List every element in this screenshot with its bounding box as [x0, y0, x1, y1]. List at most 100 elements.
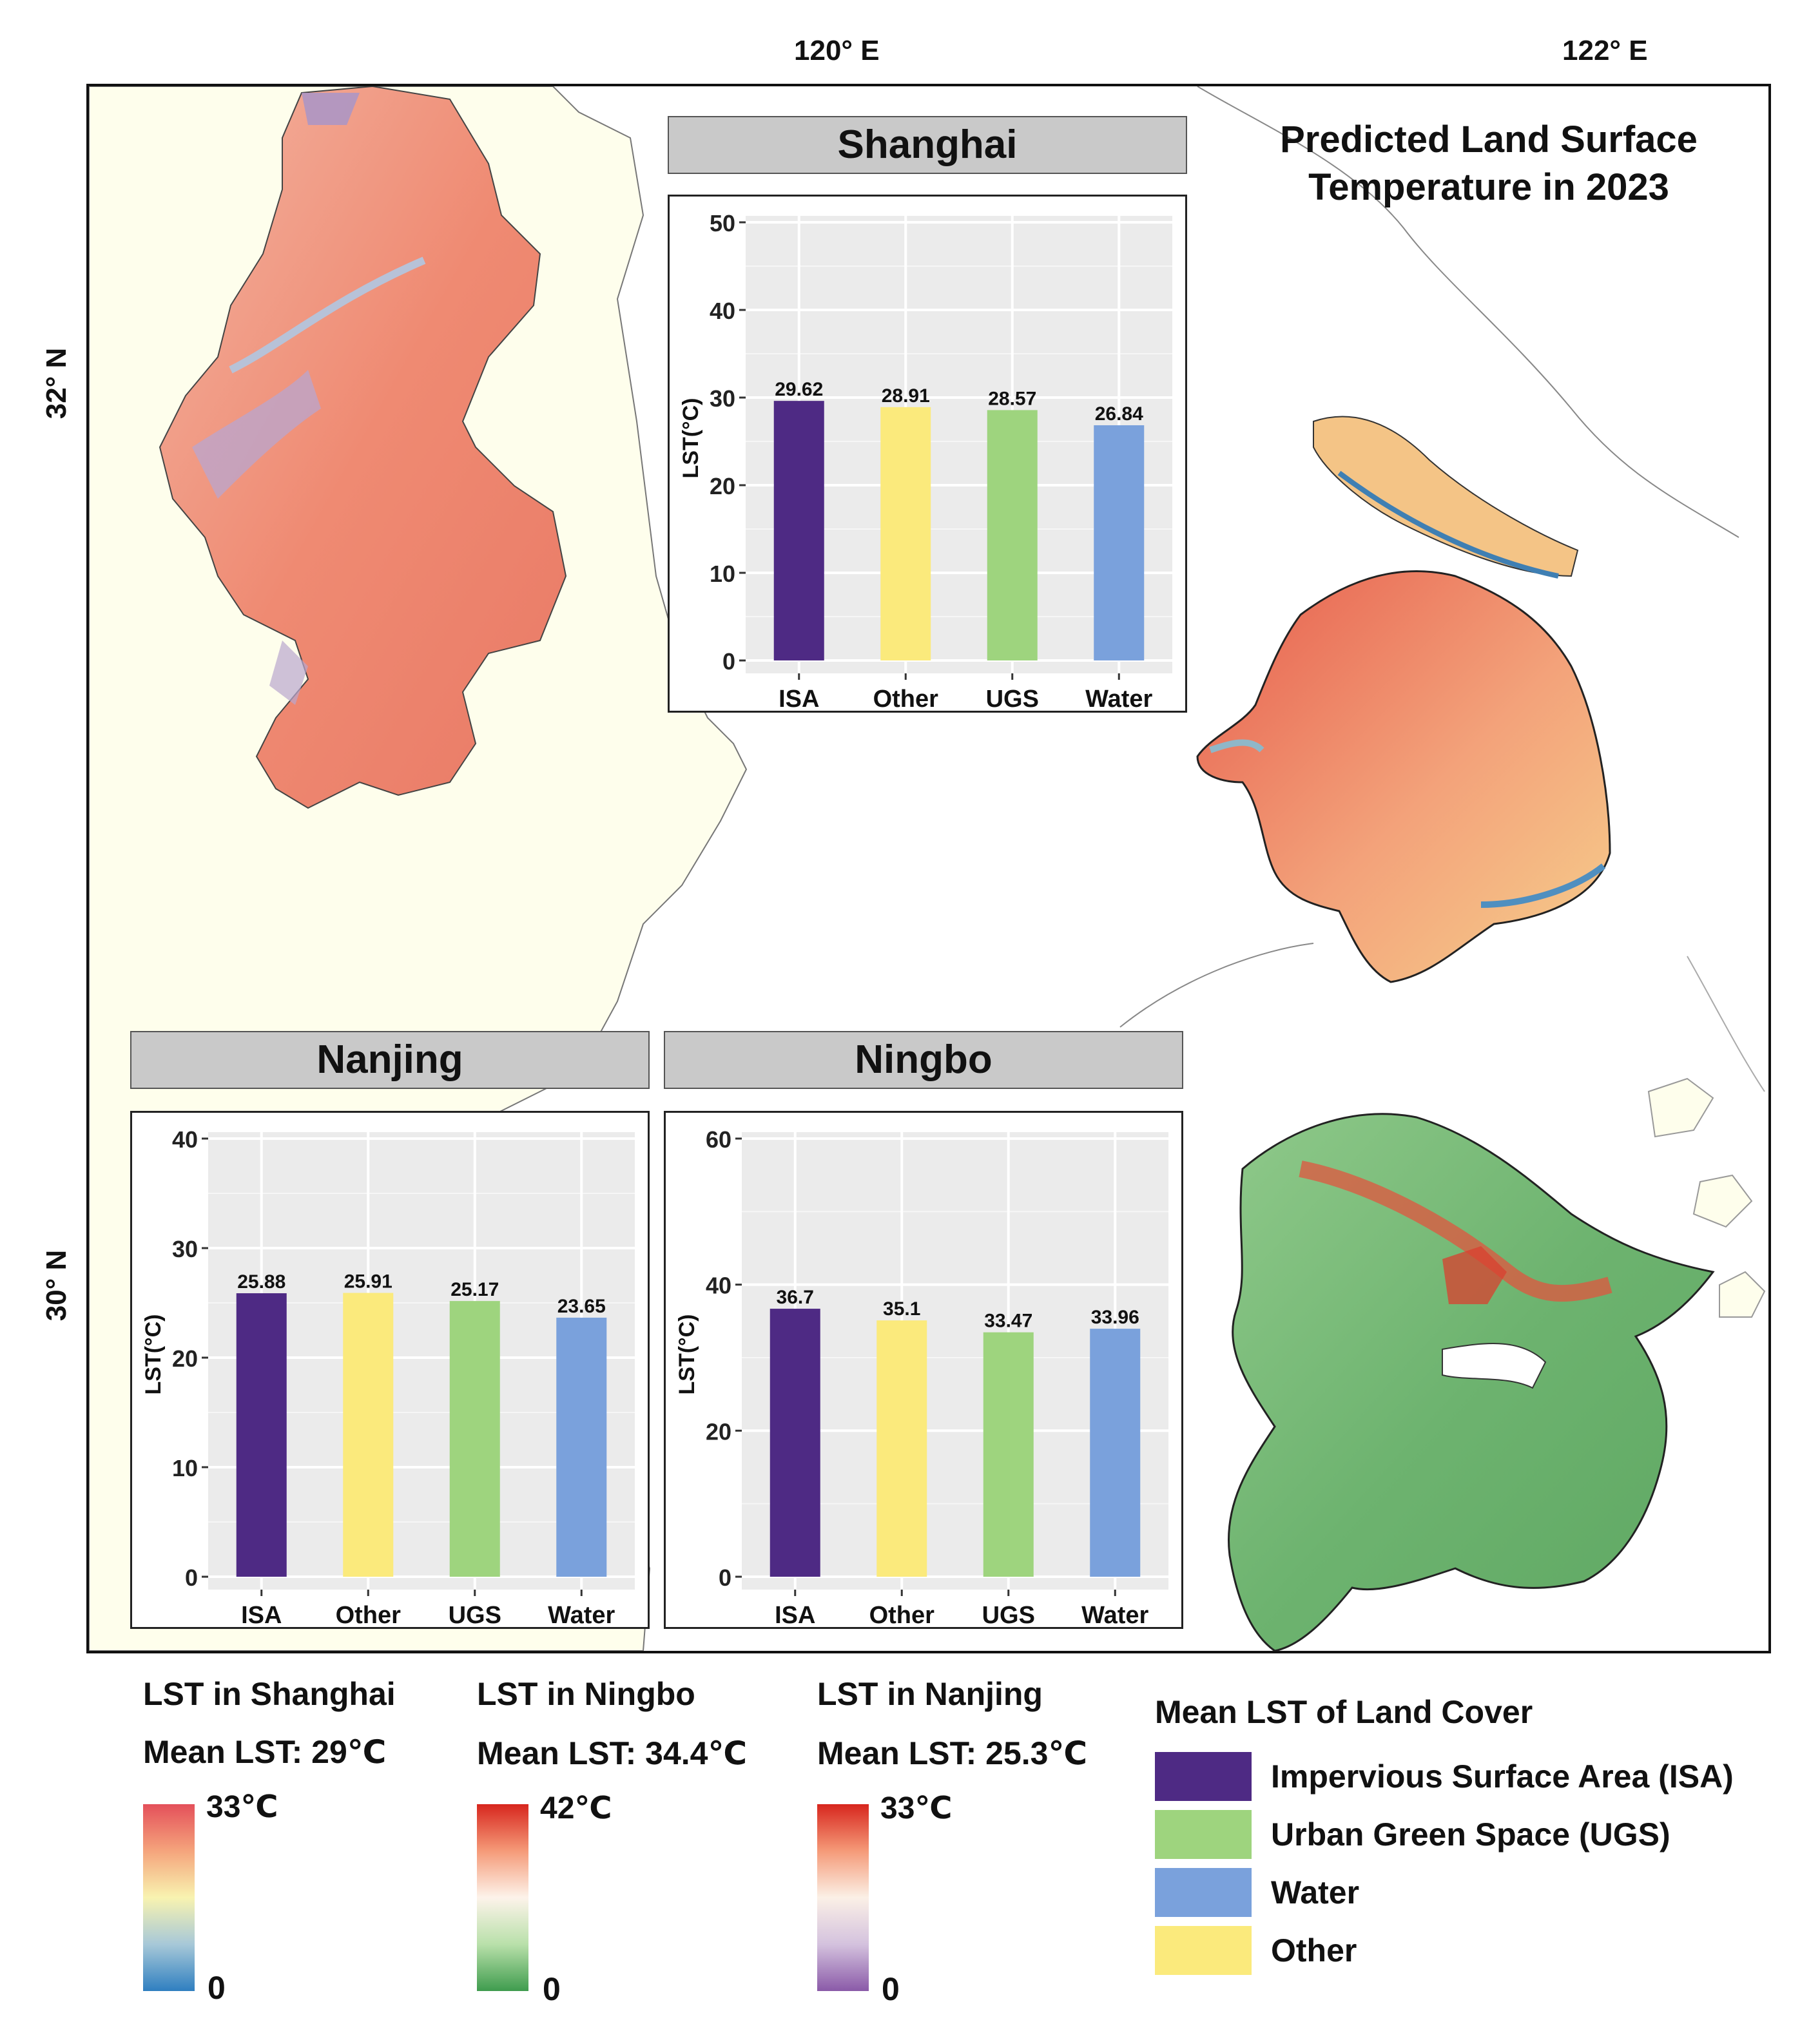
ningbo-value-label: 33.47: [984, 1311, 1032, 1332]
nanjing-y-tick-label: 30: [172, 1236, 198, 1262]
legend-label-ugs: Urban Green Space (UGS): [1271, 1816, 1670, 1853]
ningbo-x-tick-label: UGS: [982, 1602, 1035, 1627]
shanghai-value-label: 26.84: [1095, 403, 1143, 425]
ningbo-y-axis-label: LST(°C): [675, 1314, 699, 1394]
shanghai-value-label: 28.91: [882, 385, 930, 407]
legend-label-other: Other: [1271, 1932, 1357, 1968]
colorbar-ningbo-min: 0: [543, 1971, 561, 2007]
ningbo-y-tick-label: 60: [706, 1126, 731, 1153]
nanjing-x-tick-label: Water: [548, 1602, 615, 1627]
nanjing-x-tick-label: Other: [336, 1602, 402, 1627]
shanghai-value-label: 29.62: [775, 379, 823, 400]
legend-items: Impervious Surface Area (ISA) Urban Gree…: [1155, 1751, 1799, 1983]
legend-swatch-other: [1155, 1926, 1252, 1975]
ningbo-value-label: 36.7: [777, 1287, 814, 1308]
ningbo-x-tick-label: Other: [869, 1602, 935, 1627]
nanjing-y-tick-label: 40: [172, 1126, 198, 1153]
nanjing-bar-ugs: [449, 1301, 500, 1577]
shanghai-chart-panel: 0 10 20 30 40 50 LST(°C) 29.62 ISA 28.91 Other 28.5…: [668, 195, 1187, 713]
colorbar-shanghai: [143, 1804, 195, 1991]
colorbar-ningbo-max: 42℃: [540, 1791, 612, 1825]
nanjing-bar-isa: [236, 1293, 287, 1577]
legend-label-isa: Impervious Surface Area (ISA): [1271, 1758, 1734, 1795]
ningbo-bar-other: [876, 1320, 927, 1577]
legend-label-water: Water: [1271, 1874, 1360, 1911]
nanjing-y-axis-label: LST(°C): [141, 1314, 166, 1394]
shanghai-map: [1196, 570, 1611, 983]
colorbar-shanghai-mean: Mean LST: 29℃: [143, 1734, 387, 1770]
nanjing-map: [159, 86, 567, 809]
legend-item-ugs: Urban Green Space (UGS): [1155, 1809, 1799, 1860]
ningbo-x-tick-label: ISA: [775, 1602, 815, 1627]
shanghai-x-tick-label: ISA: [779, 686, 819, 711]
nanjing-value-label: 25.91: [344, 1271, 392, 1293]
lat-label-30: 30° N: [41, 1249, 72, 1322]
nanjing-value-label: 25.88: [237, 1271, 286, 1293]
map-title-line2: Temperature in 2023: [1308, 166, 1669, 208]
colorbar-ningbo-mean: Mean LST: 34.4℃: [477, 1735, 747, 1771]
shanghai-bar-isa: [773, 401, 824, 660]
nanjing-y-tick-label: 10: [172, 1455, 198, 1481]
shanghai-bar-chart: 0 10 20 30 40 50 LST(°C) 29.62 ISA 28.91 Other 28.5…: [679, 210, 1172, 713]
legend-title: Mean LST of Land Cover: [1155, 1694, 1533, 1730]
colorbar-shanghai-max: 33℃: [206, 1790, 278, 1824]
nanjing-x-tick-label: UGS: [449, 1602, 501, 1627]
colorbar-nanjing-min: 0: [882, 1971, 900, 2007]
shanghai-y-tick-label: 0: [722, 648, 735, 675]
shanghai-x-tick-label: Water: [1085, 686, 1152, 711]
shanghai-bar-water: [1094, 425, 1145, 660]
colorbar-nanjing-mean: Mean LST: 25.3℃: [817, 1735, 1087, 1771]
colorbar-ningbo-title: LST in Ningbo: [477, 1676, 695, 1712]
lon-label-120: 120° E: [794, 35, 880, 66]
shanghai-y-tick-label: 50: [710, 210, 735, 236]
ningbo-y-tick-label: 40: [706, 1273, 731, 1299]
nanjing-value-label: 23.65: [557, 1296, 606, 1317]
shanghai-bar-other: [880, 407, 931, 660]
shanghai-y-axis-label: LST(°C): [679, 398, 703, 478]
legend-swatch-isa: [1155, 1752, 1252, 1801]
nanjing-bar-water: [556, 1317, 607, 1577]
ningbo-y-tick-label: 0: [719, 1564, 731, 1591]
ningbo-value-label: 33.96: [1091, 1307, 1139, 1328]
nanjing-chart-panel: 0 10 20 30 40 LST(°C) 25.88 ISA 25.91 Other 25.17 U…: [130, 1111, 650, 1629]
colorbar-nanjing: [817, 1804, 869, 1991]
ningbo-x-tick-label: Water: [1081, 1602, 1148, 1627]
colorbar-shanghai-title: LST in Shanghai: [143, 1676, 396, 1712]
shanghai-y-tick-label: 10: [710, 561, 735, 587]
chongming-island: [1313, 416, 1579, 577]
shanghai-chart-title: Shanghai: [668, 116, 1187, 174]
nanjing-value-label: 25.17: [450, 1279, 499, 1300]
shanghai-y-tick-label: 30: [710, 385, 735, 412]
shanghai-y-tick-label: 40: [710, 298, 735, 324]
legend-item-water: Water: [1155, 1867, 1799, 1918]
lat-label-32: 32° N: [41, 347, 72, 419]
nanjing-y-tick-label: 0: [185, 1564, 198, 1591]
ningbo-bar-ugs: [983, 1332, 1034, 1577]
colorbar-ningbo: [477, 1804, 528, 1991]
legend-swatch-water: [1155, 1868, 1252, 1917]
nanjing-x-tick-label: ISA: [241, 1602, 282, 1627]
nanjing-y-tick-label: 20: [172, 1345, 198, 1372]
nanjing-chart-title: Nanjing: [130, 1031, 650, 1089]
shanghai-y-tick-label: 20: [710, 473, 735, 499]
nanjing-bar-chart: 0 10 20 30 40 LST(°C) 25.88 ISA 25.91 Other 25.17 U…: [141, 1126, 635, 1629]
ningbo-bar-water: [1090, 1329, 1141, 1577]
ningbo-bar-isa: [770, 1309, 820, 1577]
ningbo-map: [1228, 1113, 1715, 1651]
shanghai-bar-ugs: [987, 410, 1038, 660]
shanghai-x-tick-label: Other: [873, 686, 939, 711]
nanjing-bar-other: [343, 1293, 394, 1577]
legend-item-other: Other: [1155, 1925, 1799, 1976]
shanghai-x-tick-label: UGS: [986, 686, 1039, 711]
legend-swatch-ugs: [1155, 1810, 1252, 1859]
legend-item-isa: Impervious Surface Area (ISA): [1155, 1751, 1799, 1802]
map-title-line1: Predicted Land Surface: [1280, 119, 1698, 160]
ningbo-value-label: 35.1: [883, 1298, 920, 1320]
ningbo-y-tick-label: 20: [706, 1418, 731, 1445]
ningbo-bar-chart: 0 20 40 60 LST(°C) 36.7 ISA 35.1 Other 33.47 UGS 33…: [675, 1126, 1168, 1629]
lon-label-122: 122° E: [1562, 35, 1648, 66]
colorbar-nanjing-title: LST in Nanjing: [817, 1676, 1043, 1712]
ningbo-chart-panel: 0 20 40 60 LST(°C) 36.7 ISA 35.1 Other 33.47 UGS 33…: [664, 1111, 1183, 1629]
ningbo-chart-title: Ningbo: [664, 1031, 1183, 1089]
map-title: Predicted Land Surface Temperature in 20…: [1244, 116, 1734, 211]
